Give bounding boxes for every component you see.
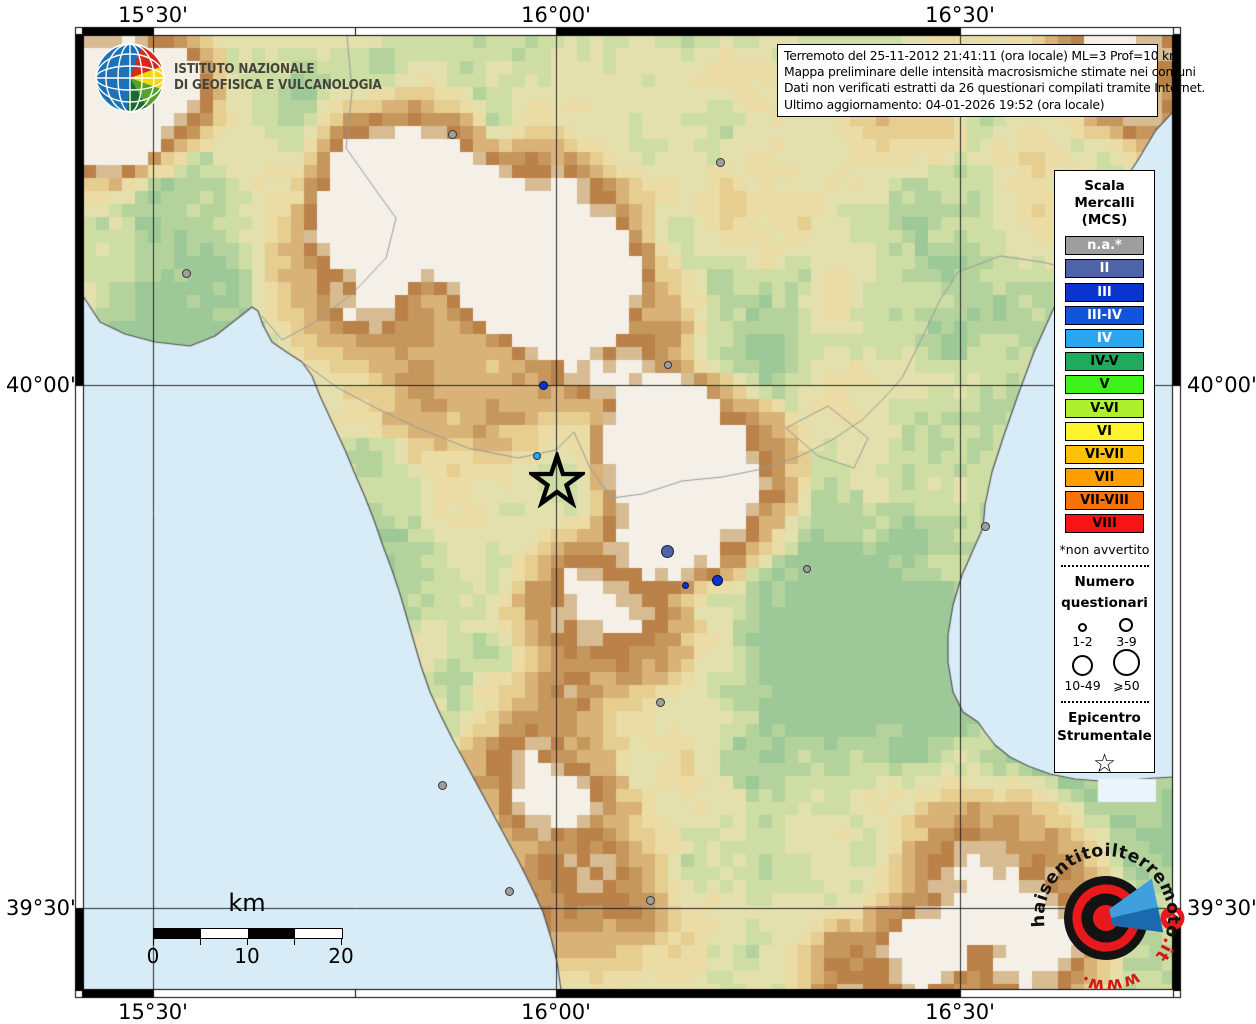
mcs-chip-VI-VII: VI-VII	[1065, 444, 1144, 464]
scalebar-label-20: 20	[328, 944, 354, 968]
ingv-name: ISTITUTO NAZIONALE DI GEOFISICA E VULCAN…	[174, 62, 382, 94]
legend-title-line2: Mercalli	[1074, 195, 1135, 211]
questionnaire-size-item: ⩾50	[1113, 649, 1140, 693]
top-lon-label: 15°30'	[118, 3, 188, 27]
intensity-marker-IV	[533, 452, 541, 460]
intensity-marker-na	[715, 157, 725, 167]
epicenter-legend-star-icon: ☆	[1092, 749, 1117, 780]
intensity-marker-na	[645, 895, 655, 905]
intensity-marker-na	[181, 268, 191, 278]
questionnaire-size-circle	[1119, 618, 1134, 633]
questionnaire-size-item: 3-9	[1116, 618, 1137, 650]
scalebar-seg-4	[295, 929, 342, 938]
questionnaire-size-item: 1-2	[1072, 623, 1093, 650]
epicenter-star-icon	[529, 452, 585, 508]
mcs-chip-III: III	[1065, 282, 1144, 302]
mcs-chip-VI: VI	[1065, 421, 1144, 441]
epicenter-title-line2: Strumentale	[1057, 728, 1152, 745]
scalebar-seg-1	[154, 929, 201, 938]
intensity-marker-III	[711, 574, 723, 586]
intensity-marker-na	[655, 697, 665, 707]
scalebar-label-10: 10	[234, 944, 260, 968]
scalebar-tick	[294, 939, 295, 945]
questionnaires-title-line1: Numero	[1074, 574, 1135, 591]
intensity-marker-III	[538, 380, 548, 390]
questionnaire-size-key: 1-2 3-9 10-49 ⩾50	[1061, 618, 1149, 693]
intensity-marker-na	[447, 129, 457, 139]
bottom-lon-label: 16°30'	[925, 1000, 995, 1024]
mcs-chip-VIII: VIII	[1065, 514, 1144, 534]
questionnaire-size-label: 3-9	[1116, 634, 1137, 650]
top-lon-label: 16°00'	[521, 3, 591, 27]
mcs-chip-V-VI: V-VI	[1065, 398, 1144, 418]
ingv-name-line1: ISTITUTO NAZIONALE	[174, 62, 315, 77]
mcs-chip-VII: VII	[1065, 468, 1144, 488]
questionnaire-size-label: 10-49	[1064, 678, 1101, 694]
earthquake-info-box: Terremoto del 25-11-2012 21:41:11 (ora l…	[777, 44, 1206, 117]
mcs-chip-IV-V: IV-V	[1065, 352, 1144, 372]
mcs-chip-II: II	[1065, 259, 1144, 279]
scalebar-label-0: 0	[146, 944, 160, 968]
left-lat-label: 40°00'	[6, 373, 76, 397]
question-badge	[1160, 906, 1185, 931]
svg-text:www.: www.	[1075, 960, 1144, 1003]
megaphone-icon	[1109, 878, 1158, 918]
left-lat-label: 39°30'	[6, 896, 76, 920]
info-line-data-source: Dati non verificati estratti da 26 quest…	[784, 80, 1206, 96]
legend-title: Scala Mercalli (MCS)	[1074, 178, 1134, 229]
legend-title-line3: (MCS)	[1081, 212, 1128, 228]
scalebar-tick	[153, 939, 154, 945]
ingv-globe-icon	[95, 43, 165, 113]
scalebar-seg-2	[201, 929, 248, 938]
questionnaires-title-line2: questionari	[1061, 595, 1148, 612]
legend-divider-1	[1060, 565, 1149, 568]
questionnaire-size-item: 10-49	[1064, 655, 1101, 694]
legend-panel: Scala Mercalli (MCS) n.a.* II III III-IV IV I…	[1054, 170, 1155, 779]
mcs-chip-VII-VIII: VII-VIII	[1065, 491, 1144, 511]
intensity-marker-II	[660, 544, 674, 558]
right-lat-label: 40°00'	[1187, 373, 1256, 397]
top-lon-label: 16°30'	[925, 3, 995, 27]
scalebar-unit: km	[228, 889, 266, 917]
ingv-logo: ISTITUTO NAZIONALE DI GEOFISICA E VULCAN…	[94, 42, 400, 114]
epicenter-title-line1: Epicentro	[1068, 710, 1141, 727]
info-line-updated: Ultimo aggiornamento: 04-01-2026 19:52 (…	[784, 96, 1105, 112]
intensity-marker-na	[664, 361, 672, 369]
questionnaire-size-circle	[1077, 623, 1087, 633]
info-line-event: Terremoto del 25-11-2012 21:41:11 (ora l…	[784, 48, 1181, 63]
right-lat-label: 39°30'	[1187, 896, 1256, 920]
mcs-chip-IV: IV	[1065, 328, 1144, 348]
questionnaire-size-label: ⩾50	[1113, 678, 1140, 694]
legend-title-line1: Scala	[1084, 178, 1125, 194]
legend-footnote: *non avvertito	[1059, 542, 1150, 558]
questionnaire-size-label: 1-2	[1072, 634, 1093, 650]
scalebar-seg-3	[248, 929, 295, 938]
legend-divider-2	[1060, 701, 1149, 704]
questionnaire-size-circle	[1113, 649, 1140, 677]
scalebar	[153, 928, 343, 939]
questionnaire-size-circle	[1071, 655, 1093, 677]
info-line-map-type: Mappa preliminare delle intensità macros…	[784, 64, 1196, 80]
intensity-marker-III	[681, 581, 689, 589]
bottom-lon-label: 15°30'	[118, 1000, 188, 1024]
intensity-marker-na	[803, 565, 811, 573]
epicenter-legend-title: Epicentro Strumentale	[1057, 709, 1152, 745]
scalebar-tick	[247, 939, 248, 945]
ingv-name-line2: DI GEOFISICA E VULCANOLOGIA	[174, 78, 382, 93]
intensity-marker-na	[980, 521, 990, 531]
intensity-marker-na	[437, 780, 447, 790]
questionnaires-title: Numero questionari	[1061, 572, 1148, 614]
haisentitoilterremoto-logo: ? haisentitoilterremoto.it www.	[1020, 832, 1189, 1003]
mcs-chip-III-IV: III-IV	[1065, 305, 1144, 325]
scalebar-tick	[341, 939, 342, 945]
mcs-chip-na: n.a.*	[1065, 236, 1144, 256]
scalebar-tick	[200, 939, 201, 945]
mcs-scale-chips: n.a.* II III III-IV IV IV-V V V-VI VI VI-VII VII VI…	[1065, 232, 1144, 534]
watermark-www-text: www.	[1075, 960, 1144, 1003]
intensity-marker-na	[504, 886, 514, 896]
mcs-chip-V: V	[1065, 375, 1144, 395]
bottom-lon-label: 16°00'	[521, 1000, 591, 1024]
